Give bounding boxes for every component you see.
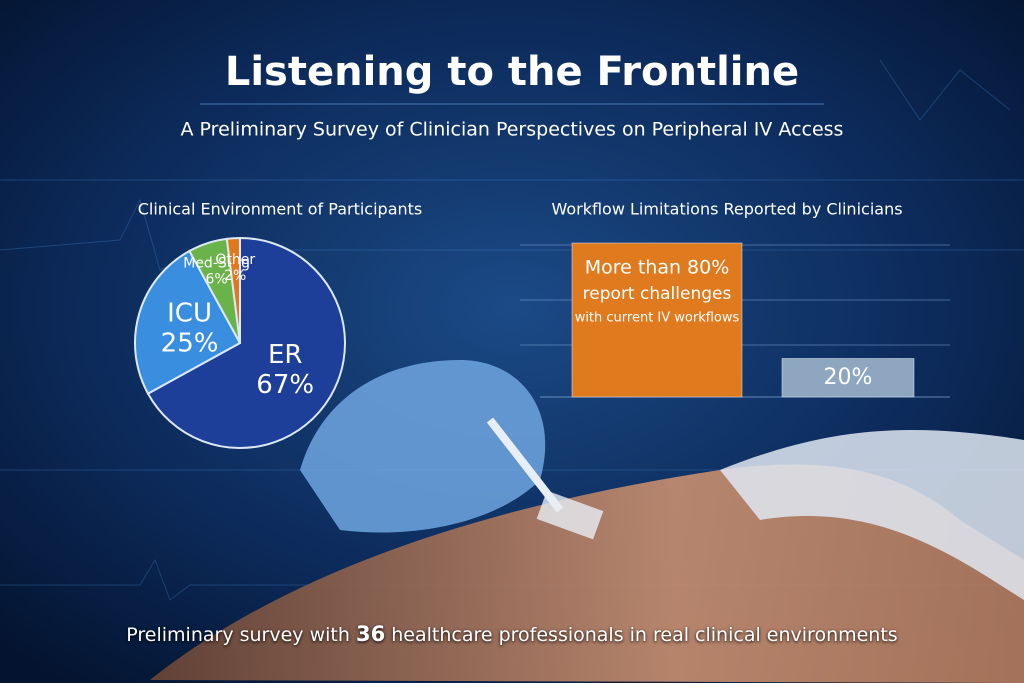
pie-slice (134, 249, 242, 395)
footer-count: 36 (355, 622, 386, 646)
bar-value-label: More than 80% (585, 257, 730, 279)
slice-category: ER (268, 340, 303, 370)
arm-illustration (150, 464, 1024, 683)
pie-title: Clinical Environment of Participants (138, 200, 423, 219)
slice-value: 6% (206, 272, 228, 288)
slice-category: ICU (167, 299, 212, 329)
bar-value-label: 20% (824, 365, 873, 390)
footer-lead: Preliminary survey with (126, 624, 350, 646)
gown-illustration (720, 430, 1024, 600)
slice-value: 25% (161, 328, 219, 358)
slice-value: 2% (224, 268, 246, 284)
bar (571, 242, 743, 398)
pie-slice (225, 236, 241, 344)
pie-slice (146, 236, 346, 449)
page-subtitle: A Preliminary Survey of Clinician Perspe… (181, 119, 844, 141)
bar-title: Workflow Limitations Reported by Clinici… (551, 200, 902, 219)
dressing-illustration (536, 490, 604, 540)
slice-category: Other (215, 252, 255, 268)
slice-value: 67% (256, 370, 314, 400)
bar-annotation: report challenges (583, 284, 732, 304)
glove-illustration (300, 360, 546, 533)
footer-tail: healthcare professionals in real clinica… (391, 624, 898, 646)
page-title: Listening to the Frontline (225, 49, 799, 95)
bar (781, 358, 915, 398)
footer: Preliminary survey with 36 healthcare pr… (0, 622, 1024, 646)
bar-annotation: with current IV workflows (575, 311, 740, 326)
